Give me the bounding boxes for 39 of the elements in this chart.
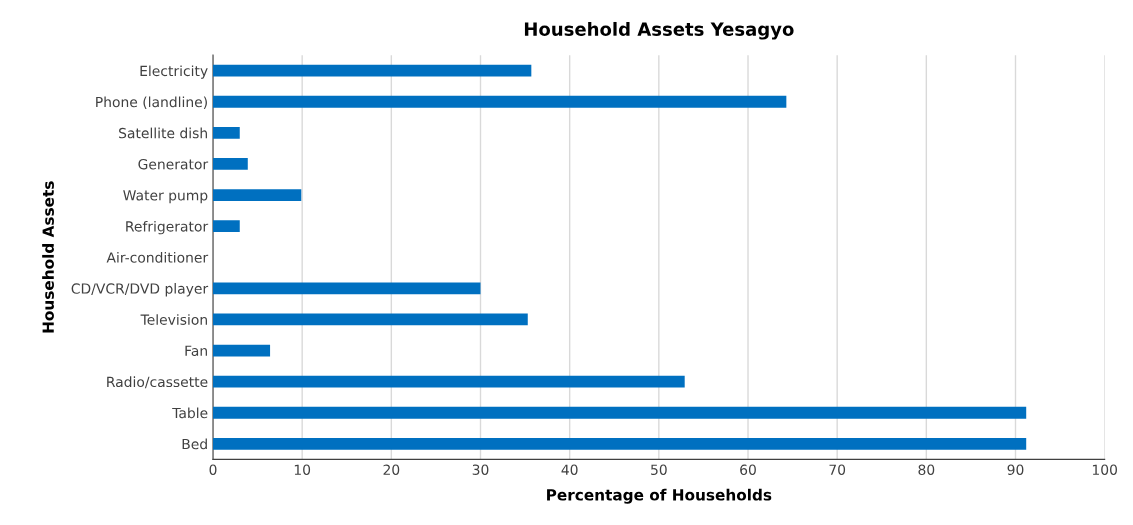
bar: [213, 64, 532, 77]
x-tick-label: 50: [651, 464, 667, 475]
y-tick-label: Electricity: [140, 65, 208, 79]
y-tick-label: Bed: [182, 438, 207, 450]
x-tick-label: 20: [383, 464, 400, 475]
bar: [213, 158, 248, 170]
y-tick-label: CD/VCR/DVD player: [71, 283, 209, 297]
x-tick-label: 70: [829, 464, 846, 475]
x-tick-label: 0: [209, 464, 217, 475]
bar: [213, 126, 240, 139]
x-axis-title: Percentage of Households: [547, 488, 772, 504]
y-tick-label: Phone (landline): [96, 96, 207, 109]
y-tick-label: Radio/cassette: [107, 376, 208, 389]
bar: [213, 95, 787, 108]
x-tick-label: 60: [740, 464, 756, 475]
bar: [213, 220, 240, 233]
bar: [213, 406, 1027, 419]
y-axis-title: Household Assets: [42, 181, 54, 333]
chart-title: Household Assets Yesagyo: [524, 21, 794, 40]
y-tick-label: Fan: [185, 345, 207, 357]
x-tick-label: 90: [1007, 464, 1024, 475]
bar: [213, 189, 302, 201]
y-tick-label: Water pump: [123, 190, 208, 204]
bar: [213, 437, 1027, 450]
x-tick-label: 100: [1092, 464, 1118, 475]
bar: [213, 375, 685, 388]
bar: [213, 344, 271, 357]
x-tick-label: 10: [294, 464, 311, 475]
x-tick-label: 30: [472, 464, 489, 475]
bar: [213, 313, 528, 326]
bar: [213, 282, 481, 295]
y-tick-label: Satellite dish: [119, 127, 207, 139]
x-tick-label: 40: [561, 464, 578, 475]
y-tick-label: Generator: [138, 158, 209, 170]
y-tick-label: Television: [140, 314, 207, 325]
y-tick-label: Air-conditioner: [106, 251, 209, 263]
y-tick-label: Table: [172, 407, 208, 419]
x-tick-label: 80: [918, 464, 935, 475]
y-tick-label: Refrigerator: [126, 220, 209, 235]
